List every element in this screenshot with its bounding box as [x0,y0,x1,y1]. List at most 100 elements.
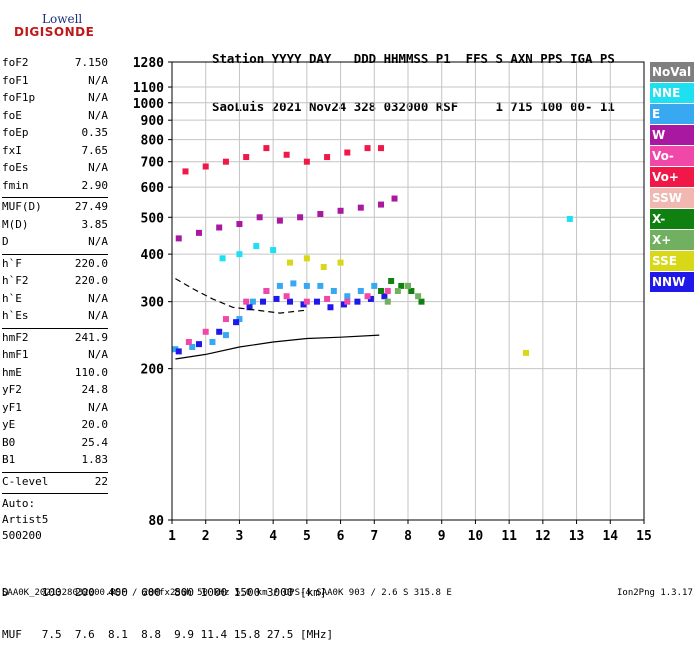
echo-point [378,201,385,208]
echo-point [297,214,304,221]
param-row: hmF1 N/A [2,348,108,366]
autoscaling-info: Auto: Artist5 500200 [2,496,108,544]
echo-point [303,298,310,305]
echo-point [391,195,398,202]
param-key: B1 [2,453,16,466]
x-tick-label: 4 [269,529,277,544]
lowell-digisonde-logo: Lowell DIGISONDE [4,8,94,48]
param-value: N/A [88,348,108,361]
param-row: C-level 22 [2,475,108,493]
param-key: D [2,235,9,248]
echo-point [182,168,189,175]
auto-artist: Artist5 [2,513,49,526]
echo-point [270,247,277,254]
param-value: N/A [88,108,108,122]
param-value: N/A [88,73,108,87]
param-value: 220.0 [74,256,108,270]
y-tick-label: 300 [141,296,165,311]
legend-item-x-plus: X+ [650,230,694,250]
scaled-parameters-panel: foF2 7.150 foF1 N/A foF1p N/A foE N/A foEp 0.… [2,56,108,544]
param-row: fxI 7.65 [2,144,108,162]
param-row: B1 1.83 [2,453,108,471]
echo-point [283,293,290,300]
legend-item-sse: SSE [650,251,694,271]
echo-point [276,282,283,289]
param-key: h`F [2,256,22,270]
grid [171,61,645,521]
echo-point [303,255,310,262]
param-row: foF1p N/A [2,91,108,109]
echo-point [381,293,388,300]
echo-point [317,211,324,218]
param-value: N/A [88,91,108,104]
file-info: SAA0K_2021328032000.RSF / 280fx256h 50 k… [2,588,452,598]
param-value: 220.0 [74,274,108,287]
echo-point [384,288,391,294]
profile-traces [175,278,380,360]
echo-point [367,295,374,302]
echo-point [209,338,216,345]
y-tick-label: 1100 [133,81,164,96]
echo-point [300,301,307,308]
echo-point [185,338,192,345]
params-group5: C-level 22 [2,475,108,493]
param-value: N/A [88,400,108,414]
echo-point [195,229,202,236]
echo-point [222,332,229,339]
param-row: M(D) 3.85 [2,218,108,236]
echo-point [202,163,209,170]
echo-point [313,298,320,305]
version-label: Ion2Png 1.3.17 [617,588,693,598]
logo-line2: DIGISONDE [14,25,95,39]
echo-point [263,288,270,294]
echo-point [253,243,260,250]
echo-point [222,316,229,323]
param-value: N/A [88,291,108,305]
param-row: hmE 110.0 [2,366,108,384]
echo-point [324,295,331,302]
distance-row: D 100 200 400 600 800 1000 1500 3000 [km… [2,586,327,599]
echo-point [303,282,310,289]
param-key: hmF2 [2,330,29,344]
param-key: yE [2,418,16,431]
param-value: 20.0 [81,418,109,431]
echo-point [263,145,270,152]
echo-point [340,301,347,308]
y-tick-label: 1280 [133,56,164,71]
legend-item-vo-plus: Vo+ [650,167,694,187]
echo-point [418,298,425,305]
echo-point [378,145,385,152]
polarization-legend: NoVal NNE E W Vo- Vo+ SSW X- X+ SSE NNW [650,62,694,293]
param-value: N/A [88,161,108,174]
echo-point [236,316,243,323]
divider [2,493,108,494]
axes: 1 2 3 4 5 6 7 8 9 10 11 12 13 14 158020030040050060070… [133,56,652,544]
echo-point [415,293,422,300]
echo-point [337,259,344,266]
param-key: foF1p [2,91,36,104]
param-value: 22 [94,474,108,488]
auto-label: Auto: [2,497,36,510]
legend-item-nnw: NNW [650,272,694,292]
param-key: foEs [2,161,29,174]
x-tick-label: 6 [337,529,345,544]
x-tick-label: 14 [602,529,618,544]
param-row: yF2 24.8 [2,383,108,401]
param-value: 2.90 [81,178,109,192]
echo-point [195,341,202,348]
x-tick-label: 1 [168,529,176,544]
param-row: foE N/A [2,109,108,127]
echo-point [256,214,263,221]
echo-point [344,298,351,305]
echo-point [371,282,378,289]
echo-point [189,343,196,350]
echo-point [236,221,243,228]
param-key: B0 [2,435,16,449]
divider [2,253,108,255]
params-group3: h`F 220.0 h`F2 220.0 h`E N/A h`Es N/A [2,257,108,327]
logo-line1: Lowell [42,12,83,26]
legend-item-e: E [650,104,694,124]
echo-point [388,277,395,284]
echo-point [408,288,415,294]
y-tick-label: 600 [141,181,165,196]
